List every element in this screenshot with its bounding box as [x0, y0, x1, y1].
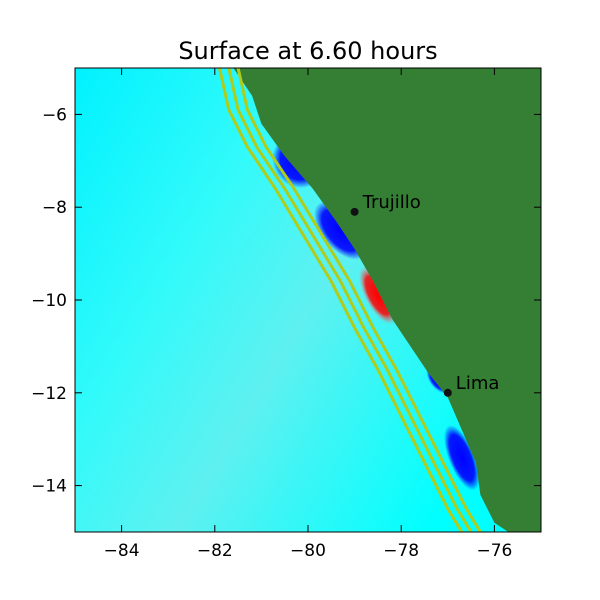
y-tick-label: −8 — [42, 198, 67, 218]
x-tick-label: −80 — [290, 541, 326, 561]
wave-crest-region — [358, 265, 398, 325]
place-markers: Trujillo Lima — [350, 192, 500, 397]
x-tick-label: −82 — [197, 541, 233, 561]
place-label: Trujillo — [362, 192, 421, 213]
x-tick-label: −76 — [476, 541, 512, 561]
plot-area — [75, 68, 541, 532]
x-tick-label: −84 — [104, 541, 140, 561]
y-tick-label: −12 — [31, 384, 67, 404]
shelf-contour-layer — [218, 68, 482, 532]
y-tick-label: −10 — [31, 291, 67, 311]
y-tick-label: −6 — [42, 105, 67, 125]
wave-trough-region — [443, 424, 480, 491]
place-label: Lima — [456, 373, 500, 394]
x-axis: −84 −82 −80 −78 −76 — [104, 68, 512, 561]
shelf-contour-line — [218, 68, 464, 532]
land-area — [233, 68, 541, 532]
y-axis: −6 −8 −10 −12 −14 — [31, 105, 541, 497]
chart-title: Surface at 6.60 hours — [178, 37, 437, 65]
place-marker — [350, 207, 359, 216]
shelf-contour-line — [227, 68, 473, 532]
place-marker — [443, 388, 452, 397]
y-tick-label: −14 — [31, 477, 67, 497]
x-tick-label: −78 — [383, 541, 419, 561]
shelf-contour-line — [236, 68, 482, 532]
